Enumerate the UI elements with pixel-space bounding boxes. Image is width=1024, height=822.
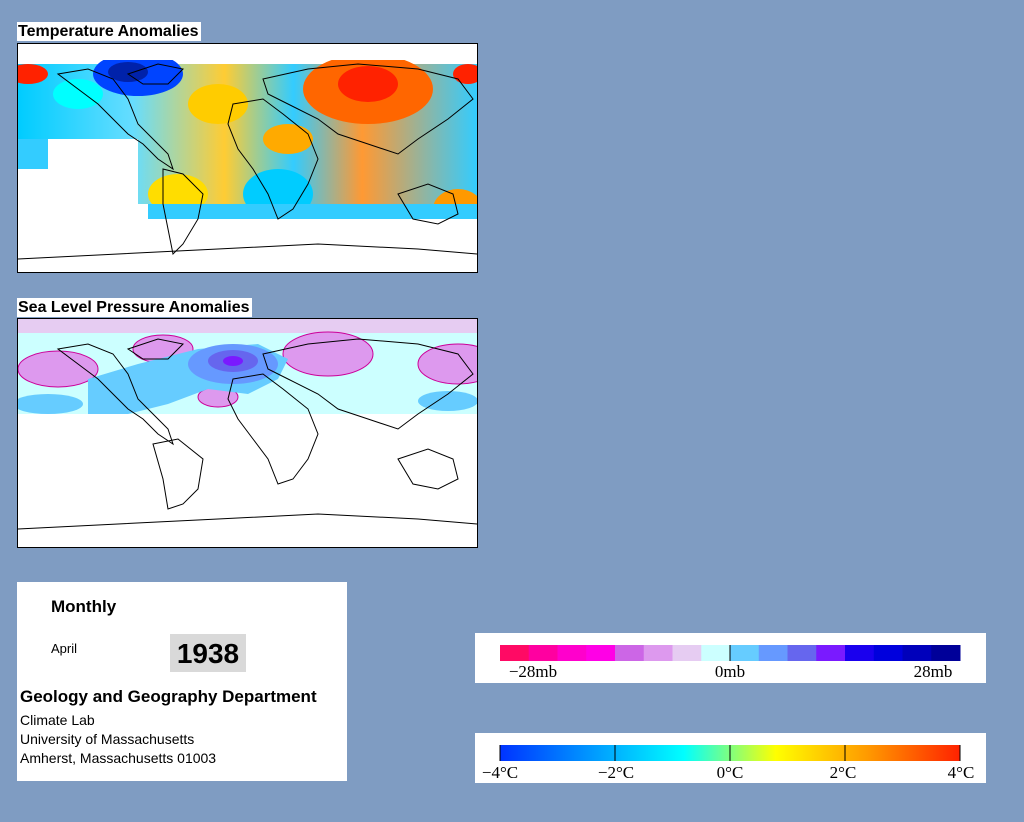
pressure-scale-swatch xyxy=(902,645,932,661)
pressure-scale-swatch xyxy=(816,645,846,661)
pressure-legend: −28mb 0mb 28mb xyxy=(475,633,986,683)
info-box: Monthly April 1938 Geology and Geography… xyxy=(17,582,347,781)
pressure-anomaly-map xyxy=(17,318,478,548)
temperature-label-zero: 0°C xyxy=(717,763,744,782)
pressure-scale-swatch xyxy=(528,645,558,661)
pressure-scale-swatch xyxy=(730,645,760,661)
temperature-label-4: 4°C xyxy=(948,763,975,782)
department-name: Geology and Geography Department xyxy=(20,687,317,706)
temperature-legend: −4°C −2°C 0°C 2°C 4°C xyxy=(475,733,986,783)
pressure-scale-swatch xyxy=(500,645,530,661)
pressure-scale-swatch xyxy=(672,645,702,661)
temperature-label-minus4: −4°C xyxy=(482,763,518,782)
university-name: University of Massachusetts xyxy=(20,731,195,747)
pressure-scale-swatch xyxy=(643,645,673,661)
pressure-scale-swatch xyxy=(931,645,961,661)
temperature-color-scale xyxy=(499,745,961,761)
pressure-title: Sea Level Pressure Anomalies xyxy=(17,298,252,317)
frequency-label: Monthly xyxy=(51,597,117,616)
pressure-color-scale xyxy=(500,645,961,661)
pressure-zero-label: 0mb xyxy=(715,662,745,681)
pressure-scale-swatch xyxy=(586,645,616,661)
pressure-scale-swatch xyxy=(615,645,645,661)
address: Amherst, Massachusetts 01003 xyxy=(20,750,217,766)
temperature-label-minus2: −2°C xyxy=(598,763,634,782)
pressure-scale-swatch xyxy=(701,645,731,661)
pressure-max-label: 28mb xyxy=(914,662,953,681)
pressure-scale-swatch xyxy=(758,645,788,661)
pressure-scale-swatch xyxy=(873,645,903,661)
year-display: 1938 xyxy=(170,634,246,672)
month-label: April xyxy=(51,641,78,656)
temperature-title: Temperature Anomalies xyxy=(17,22,201,41)
pressure-scale-swatch xyxy=(787,645,817,661)
lab-name: Climate Lab xyxy=(20,712,95,728)
temperature-anomaly-map xyxy=(17,43,478,273)
temperature-label-2: 2°C xyxy=(830,763,857,782)
pressure-scale-swatch xyxy=(557,645,587,661)
pressure-scale-swatch xyxy=(845,645,875,661)
pressure-min-label: −28mb xyxy=(509,662,557,681)
